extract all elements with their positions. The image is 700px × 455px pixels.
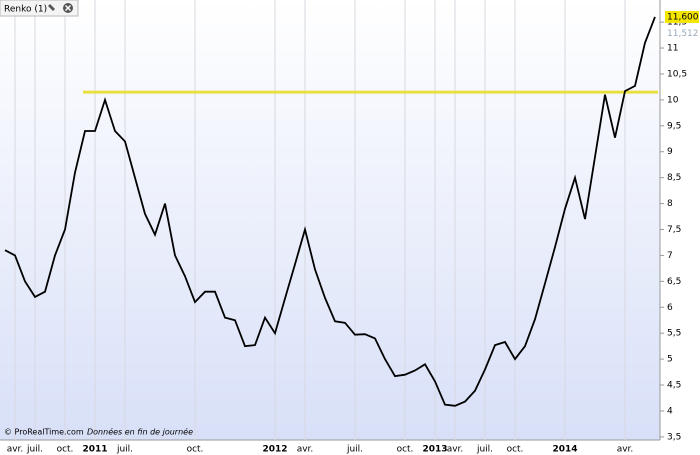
x-tick-label: avr. (447, 445, 464, 455)
x-tick-label: 2012 (262, 445, 287, 455)
x-axis-band (0, 440, 700, 455)
x-tick-label: oct. (187, 445, 204, 455)
y-tick-label: 10 (667, 95, 679, 105)
plot (4, 16, 658, 407)
y-tick-label: 5,5 (667, 329, 681, 339)
y-tick-label: 9,5 (667, 121, 681, 131)
y-tick-label: 9 (667, 147, 673, 157)
x-tick-label: avr. (297, 445, 314, 455)
x-tick-label: 2011 (82, 445, 107, 455)
y-tick-label: 11 (667, 44, 678, 54)
price-label: 11,512 (667, 29, 699, 39)
chart-title: Renko (1) (4, 5, 47, 15)
grid (14, 0, 626, 440)
y-tick-label: 10,5 (667, 69, 687, 79)
price-marker (665, 10, 699, 23)
x-tick-label: avr. (7, 445, 24, 455)
x-tick-label: oct. (57, 445, 74, 455)
y-tick-label: 8 (667, 199, 673, 209)
y-tick-label: 6 (667, 303, 673, 313)
x-tick-label: juil. (26, 445, 43, 455)
x-tick-label: 2014 (552, 445, 577, 455)
y-tick-label: 4 (667, 406, 673, 416)
x-tick-label: juil. (116, 445, 133, 455)
y-tick-label: 8,5 (667, 173, 681, 183)
y-tick-label: 3,5 (667, 432, 681, 442)
x-tick-label: juil. (346, 445, 363, 455)
plot-background (0, 0, 660, 440)
y-tick-label: 7,5 (667, 225, 681, 235)
source: © ProRealTime.com (4, 428, 84, 437)
title-box (0, 0, 79, 17)
y-tick-label: 7 (667, 251, 673, 261)
x-tick-label: juil. (476, 445, 493, 455)
y-tick-label: 6,5 (667, 277, 681, 287)
x-tick-label: 2013 (422, 445, 447, 455)
note: Données en fin de journée (87, 427, 193, 437)
price-label: 11,600 (667, 12, 699, 22)
y-tick-label: 4,5 (667, 381, 681, 391)
line (4, 16, 656, 407)
settings-icon[interactable] (48, 4, 55, 11)
close-cross (65, 5, 71, 11)
x-tick-label: avr. (617, 445, 634, 455)
x-tick-label: oct. (507, 445, 524, 455)
x-tick-label: oct. (397, 445, 414, 455)
y-tick-label: 5 (667, 355, 673, 365)
price-marker (665, 27, 699, 40)
